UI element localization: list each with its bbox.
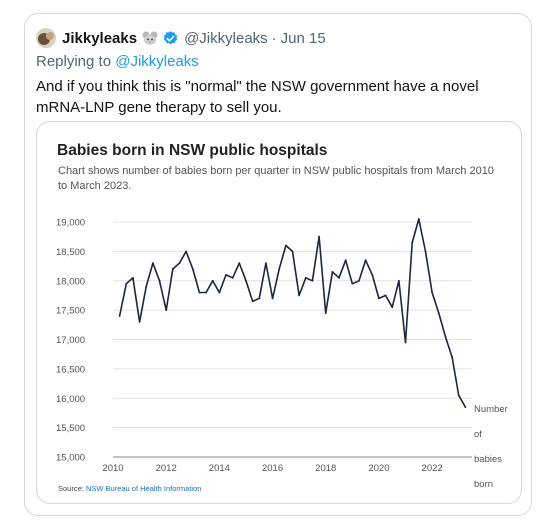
data-point xyxy=(171,268,174,270)
data-point xyxy=(231,276,234,279)
y-tick-label: 18,000 xyxy=(56,276,85,287)
data-point xyxy=(165,309,168,312)
data-point xyxy=(351,282,354,285)
data-point xyxy=(271,297,274,300)
source-link[interactable]: NSW Bureau of Health Information xyxy=(85,484,202,493)
chart-title: Babies born in NSW public hospitals xyxy=(57,142,328,159)
data-point xyxy=(218,291,221,294)
y-tick-label: 16,000 xyxy=(56,394,85,405)
y-tick-label: 19,000 xyxy=(56,218,85,229)
data-point xyxy=(411,241,414,244)
data-point xyxy=(371,273,374,276)
reply-handle-link[interactable]: @Jikkyleaks xyxy=(115,53,199,70)
data-point xyxy=(358,279,360,282)
data-point xyxy=(145,285,148,288)
data-point xyxy=(118,315,121,317)
user-handle[interactable]: @Jikkyleaks xyxy=(184,29,268,47)
data-point xyxy=(151,262,154,265)
data-point xyxy=(391,306,394,309)
chart-subtitle: Chart shows number of babies born per qu… xyxy=(58,165,494,192)
data-point xyxy=(245,279,247,282)
data-point xyxy=(225,273,227,276)
x-tick-label: 2012 xyxy=(156,463,177,474)
series-label: of xyxy=(474,429,482,440)
data-point xyxy=(457,394,460,397)
display-name[interactable]: Jikkyleaks xyxy=(62,29,138,47)
data-point xyxy=(404,341,407,344)
data-point xyxy=(211,279,214,282)
chart-source: Source: NSW Bureau of Health Information xyxy=(58,484,201,493)
data-point xyxy=(251,300,254,303)
data-point xyxy=(265,262,267,265)
series-label: Number xyxy=(474,404,508,415)
data-point xyxy=(158,279,161,282)
data-point xyxy=(444,335,447,338)
y-tick-label: 15,000 xyxy=(56,453,85,464)
data-point xyxy=(437,312,440,314)
data-point xyxy=(298,294,301,297)
data-point xyxy=(185,250,188,253)
separator-dot: · xyxy=(271,29,277,47)
data-point xyxy=(324,312,327,314)
data-point xyxy=(424,250,427,253)
y-tick-label: 16,500 xyxy=(56,364,85,375)
data-point xyxy=(138,320,141,323)
data-point xyxy=(464,406,467,408)
verified-badge-icon xyxy=(162,30,179,47)
y-tick-label: 18,500 xyxy=(56,247,85,258)
x-tick-label: 2020 xyxy=(368,463,389,474)
y-tick-label: 17,500 xyxy=(56,306,85,317)
series-label: babies xyxy=(474,454,502,465)
data-point xyxy=(338,276,340,279)
tweet-header: Jikkyleaks @Jikkyleaks · Jun 15 xyxy=(36,28,326,48)
mouse-emoji-icon xyxy=(141,30,159,46)
x-tick-label: 2022 xyxy=(422,463,443,474)
x-tick-label: 2016 xyxy=(262,463,283,474)
x-tick-label: 2018 xyxy=(315,463,336,474)
x-tick-label: 2014 xyxy=(209,463,230,474)
tweet-text: And if you think this is "normal" the NS… xyxy=(36,78,479,116)
data-point xyxy=(318,235,320,238)
data-point xyxy=(191,268,194,270)
data-point xyxy=(344,259,347,262)
tweet-date[interactable]: Jun 15 xyxy=(280,29,326,47)
data-point xyxy=(431,291,434,294)
data-point xyxy=(125,282,128,285)
data-point xyxy=(291,250,294,253)
data-point xyxy=(451,356,453,359)
data-point xyxy=(178,262,181,265)
y-tick-label: 17,000 xyxy=(56,335,85,346)
series-label: born xyxy=(474,479,493,490)
line-chart: 19,000 18,500 18,000 17,500 17,000 16,500 16,0… xyxy=(56,218,508,491)
tweet-media-chart[interactable]: 19,000 18,500 18,000 17,500 17,000 16,500 16,0… xyxy=(36,121,522,504)
data-point xyxy=(331,271,334,273)
data-point xyxy=(205,291,207,294)
data-point xyxy=(397,279,400,282)
tweet-card[interactable]: Jikkyleaks @Jikkyleaks · Jun 15 Replying… xyxy=(24,13,532,516)
series-line xyxy=(118,218,467,408)
x-tick-label: 2010 xyxy=(102,463,123,474)
data-point xyxy=(311,279,314,282)
y-tick-label: 15,500 xyxy=(56,423,85,434)
data-point xyxy=(384,294,387,297)
data-point xyxy=(284,244,287,247)
data-point xyxy=(132,276,134,279)
data-point xyxy=(258,297,261,300)
reply-prefix: Replying to xyxy=(36,53,112,70)
avatar[interactable] xyxy=(36,28,56,48)
data-point xyxy=(238,262,241,265)
data-point xyxy=(278,268,281,270)
source-prefix: Source: xyxy=(58,484,84,493)
data-point xyxy=(364,259,367,262)
data-point xyxy=(378,297,380,300)
data-point xyxy=(417,218,420,220)
data-point xyxy=(304,276,307,279)
data-point xyxy=(198,291,201,294)
replying-to: Replying to @Jikkyleaks xyxy=(36,53,199,70)
